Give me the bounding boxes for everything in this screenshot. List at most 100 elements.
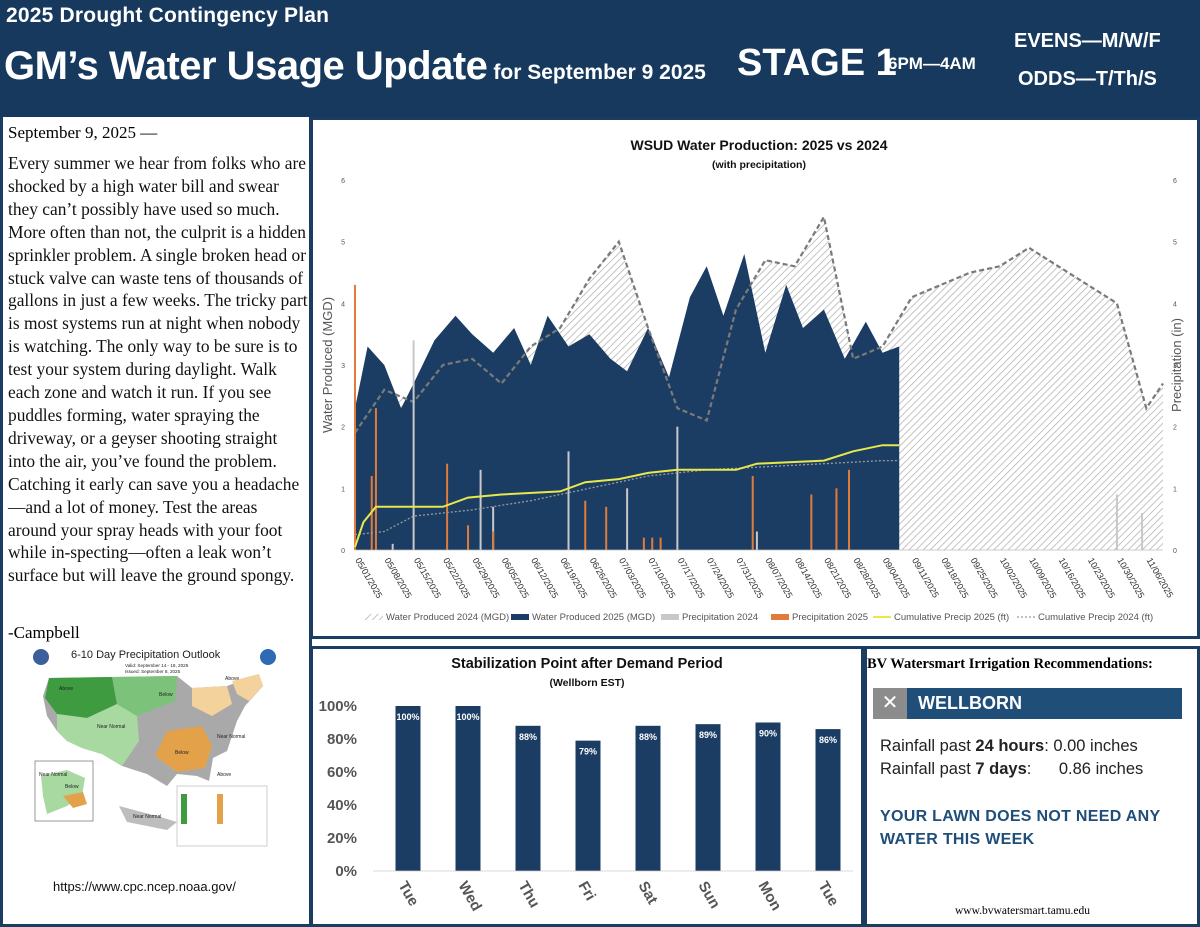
close-icon[interactable]: ✕: [873, 688, 907, 719]
rainfall-24h: Rainfall past 24 hours: 0.00 inches: [880, 737, 1138, 756]
x-tick-label-1: 05/08/2025: [383, 556, 414, 600]
rainfall-24h-label: Rainfall past: [880, 737, 971, 755]
precip-2025-bar-13: [835, 488, 838, 550]
production-chart-subtitle: (with precipitation): [712, 159, 806, 171]
stab-bar-0: [395, 706, 421, 871]
legend-label-2: Precipitation 2024: [682, 612, 758, 623]
precip-2024-bar-7: [755, 531, 758, 550]
map-label-4: Below: [175, 750, 189, 756]
stab-x-label-1: Wed: [455, 879, 485, 915]
stab-bar-5: [695, 724, 721, 871]
location-bar: [873, 688, 1182, 719]
map-label-0: Above: [59, 686, 73, 692]
y2-tick-label-0: 0: [1173, 548, 1177, 555]
stab-x-label-5: Sun: [695, 879, 724, 912]
x-tick-label-22: 10/02/2025: [998, 556, 1029, 600]
map-label-6: Near Normal: [39, 772, 67, 778]
bv-heading: BV Watersmart Irrigation Recommendations…: [867, 656, 1153, 672]
x-tick-label-16: 08/21/2025: [822, 556, 853, 600]
precip-2025-bar-6: [584, 500, 587, 550]
precip-2024-bar-0: [391, 543, 394, 550]
stabilization-chart-subtitle: (Wellborn EST): [549, 677, 624, 689]
y2-tick-label-2: 2: [1173, 425, 1177, 432]
x-tick-label-0: 05/01/2025: [353, 556, 384, 600]
precipitation-outlook-map: 6-10 Day Precipitation Outlook Valid: Se…: [27, 646, 282, 851]
noaa-logo-icon: [260, 649, 276, 665]
x-tick-label-19: 09/11/2025: [910, 556, 941, 599]
plan-title: 2025 Drought Contingency Plan: [6, 4, 330, 27]
x-tick-label-18: 09/04/2025: [881, 556, 912, 600]
location-name: WELLBORN: [918, 693, 1022, 713]
precip-2024-bar-4: [567, 451, 570, 550]
x-tick-label-23: 10/09/2025: [1027, 556, 1058, 600]
precip-2025-bar-2: [374, 408, 377, 550]
y2-tick-label-5: 5: [1173, 240, 1177, 247]
y2-axis-label: Precipitation (in): [1169, 318, 1184, 412]
map-label-8: Near Normal: [133, 814, 161, 820]
rainfall-7d: Rainfall past 7 days: 0.86 inches: [880, 760, 1143, 779]
legend-swatch-0: [365, 614, 383, 620]
outlook-title: 6-10 Day Precipitation Outlook: [71, 649, 221, 661]
map-label-3: Above: [225, 676, 239, 682]
x-tick-label-13: 07/31/2025: [734, 556, 765, 600]
y-tick-label-0: 0: [341, 548, 345, 555]
bv-website[interactable]: www.bvwatersmart.tamu.edu: [955, 905, 1090, 917]
production-chart: WSUD Water Production: 2025 vs 2024 (with…: [320, 137, 1184, 623]
precip-2025-bar-14: [848, 469, 851, 550]
stabilization-chart-title: Stabilization Point after Demand Period: [451, 656, 723, 672]
rainfall-7d-value: : 0.86 inches: [1026, 760, 1144, 778]
x-tick-label-11: 07/17/2025: [676, 556, 707, 600]
precip-2024-bar-9: [1141, 513, 1144, 550]
legend-swatch-3: [771, 614, 789, 620]
x-tick-label-24: 10/16/2025: [1057, 556, 1088, 600]
x-tick-label-17: 08/28/2025: [851, 556, 882, 600]
stab-x-label-3: Fri: [575, 879, 599, 904]
legend-swatch-1: [511, 614, 529, 620]
legend-label-5: Cumulative Precip 2024 (ft): [1038, 612, 1153, 623]
stage-hours: 6PM—4AM: [888, 54, 976, 73]
stab-x-label-7: Tue: [815, 879, 843, 910]
rainfall-24h-value: : 0.00 inches: [1044, 737, 1138, 755]
stab-bar-label-4: 88%: [639, 732, 657, 742]
stab-bar-label-7: 86%: [819, 735, 837, 745]
x-tick-label-26: 10/30/2025: [1115, 556, 1146, 600]
precip-2025-bar-11: [751, 476, 754, 550]
story-signature: -Campbell: [8, 623, 80, 642]
series-produced-2025-area: [355, 254, 900, 550]
x-tick-label-27: 11/06/2025: [1145, 556, 1176, 599]
map-label-1: Below: [159, 692, 173, 698]
stab-bar-label-3: 79%: [579, 747, 597, 757]
x-tick-label-9: 07/03/2025: [617, 556, 648, 600]
outlook-url[interactable]: https://www.cpc.ncep.noaa.gov/: [53, 879, 236, 894]
legend-label-1: Water Produced 2025 (MGD): [532, 612, 655, 623]
stab-bar-label-5: 89%: [699, 730, 717, 740]
x-tick-label-3: 05/22/2025: [441, 556, 472, 600]
stabilization-chart: Stabilization Point after Demand Period (…: [319, 656, 853, 915]
precip-2025-bar-3: [446, 463, 449, 550]
outlook-valid: Valid: September 14 - 18, 2025: [125, 663, 189, 668]
stab-bar-4: [635, 725, 661, 871]
precip-2025-bar-10: [659, 537, 662, 550]
stab-x-label-6: Mon: [755, 879, 785, 914]
stab-y-tick-4: 80%: [327, 731, 357, 748]
stab-y-tick-0: 0%: [335, 863, 357, 880]
odds-schedule: ODDS—T/Th/S: [1018, 68, 1157, 90]
x-tick-label-12: 07/24/2025: [705, 556, 736, 600]
x-tick-label-14: 08/07/2025: [764, 556, 795, 600]
x-tick-label-7: 06/19/2025: [558, 556, 589, 600]
precip-2025-bar-12: [810, 494, 813, 550]
stab-y-tick-1: 20%: [327, 830, 357, 847]
precip-2024-bar-3: [492, 506, 495, 550]
rainfall-24h-period: 24 hours: [975, 737, 1045, 755]
y-tick-label-3: 3: [341, 363, 345, 370]
x-tick-label-4: 05/29/2025: [470, 556, 501, 600]
x-tick-label-15: 08/14/2025: [793, 556, 824, 600]
precip-2024-bar-5: [626, 488, 629, 550]
map-label-2: Near Normal: [97, 724, 125, 730]
stab-bar-2: [515, 725, 541, 871]
bv-panel-frame: [864, 646, 1200, 927]
series-cum-precip-2025: [354, 444, 900, 548]
precip-2025-bar-0: [354, 284, 356, 550]
x-tick-label-10: 07/10/2025: [646, 556, 677, 600]
y-tick-label-6: 6: [341, 178, 345, 185]
